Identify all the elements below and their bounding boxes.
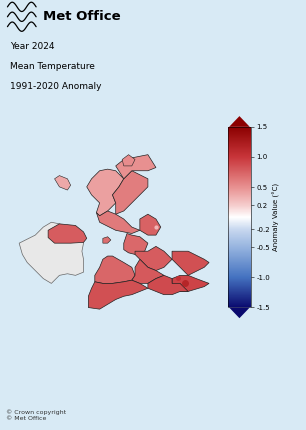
Polygon shape [54,175,71,190]
Polygon shape [87,169,124,216]
Polygon shape [116,155,156,179]
Polygon shape [19,222,84,283]
Text: Met Office: Met Office [43,9,120,23]
Text: © Crown copyright
© Met Office: © Crown copyright © Met Office [6,409,66,421]
Polygon shape [172,251,209,275]
Polygon shape [122,155,135,166]
Text: Year 2024: Year 2024 [10,42,54,51]
Polygon shape [124,233,148,255]
Polygon shape [48,224,87,243]
Polygon shape [103,237,111,243]
Text: Mean Temperature: Mean Temperature [10,61,95,71]
Polygon shape [148,275,188,295]
Polygon shape [172,275,209,292]
Polygon shape [95,256,135,283]
Polygon shape [96,211,140,233]
Y-axis label: Anomaly Value (°C): Anomaly Value (°C) [273,183,280,251]
Polygon shape [135,246,172,270]
Polygon shape [140,214,161,235]
Text: 1991-2020 Anomaly: 1991-2020 Anomaly [10,82,101,90]
Polygon shape [132,259,164,283]
Polygon shape [113,171,148,214]
Polygon shape [88,280,148,309]
